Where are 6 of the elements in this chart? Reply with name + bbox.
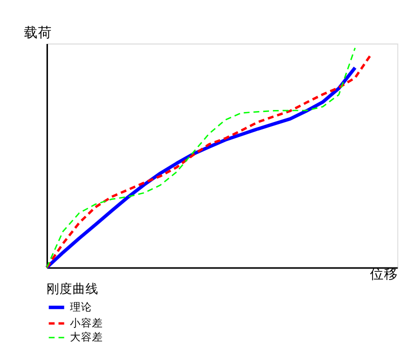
y-axis-title: 载荷	[24, 25, 52, 42]
x-axis-title: 位移	[370, 266, 398, 283]
legend-label: 大容差	[70, 330, 104, 344]
legend-label: 理论	[70, 300, 92, 314]
legend-title: 刚度曲线	[46, 280, 99, 296]
legend-label: 小容差	[70, 316, 104, 330]
